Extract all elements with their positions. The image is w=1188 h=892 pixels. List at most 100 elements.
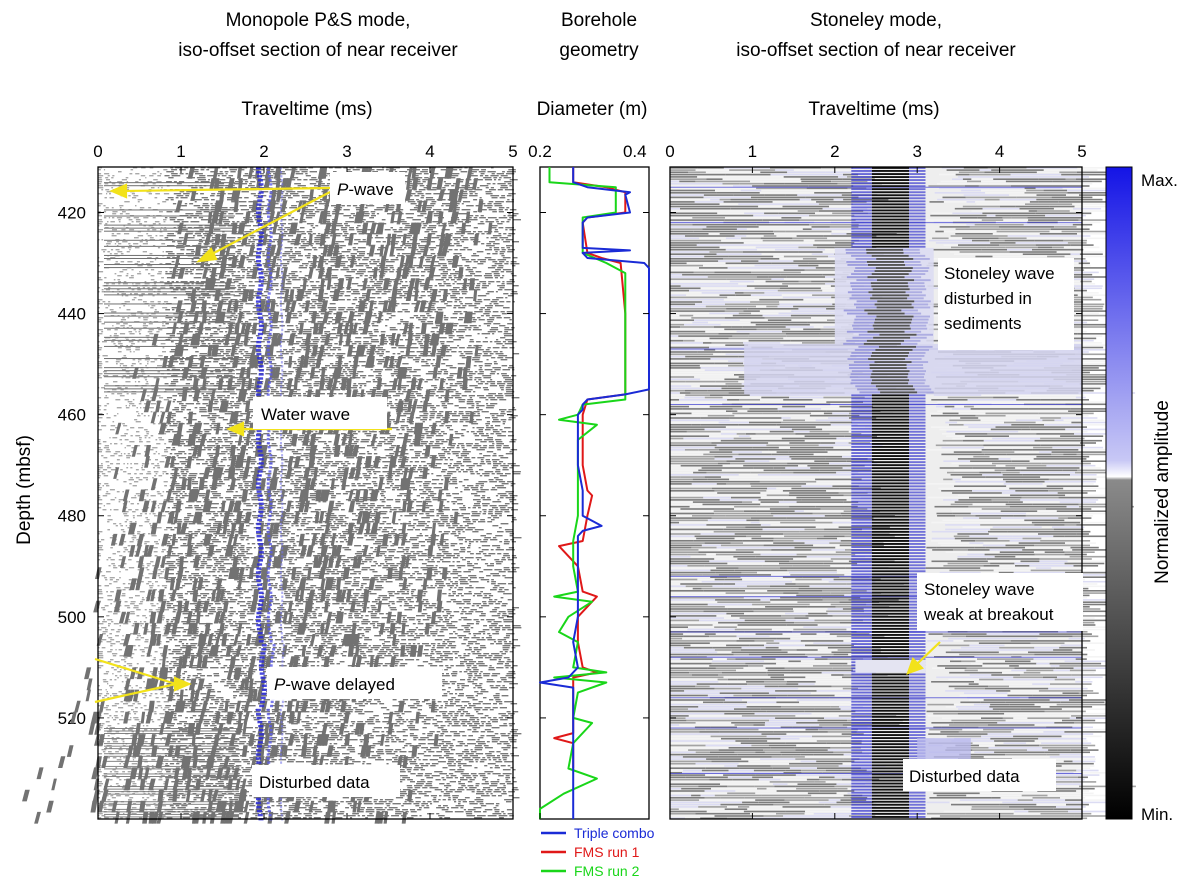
monopole-noise [334,343,338,345]
monopole-noise [246,277,255,279]
monopole-noise [451,175,459,177]
monopole-noise [415,339,419,341]
monopole-noise [151,187,155,189]
monopole-noise [300,455,309,457]
monopole-noise [114,345,118,347]
monopole-noise [293,395,296,397]
monopole-noise [357,285,366,287]
monopole-noise [128,195,131,197]
monopole-noise [439,457,446,459]
monopole-noise [253,195,260,197]
monopole-noise [511,291,518,293]
monopole-noise [264,333,271,335]
monopole-noise [479,447,487,449]
monopole-noise [169,351,178,353]
monopole-noise [422,335,426,337]
monopole-noise [122,211,126,213]
monopole-noise [479,281,487,283]
monopole-noise [140,387,143,389]
monopole-noise [442,265,447,267]
monopole-noise [180,197,188,199]
monopole-noise [256,433,262,435]
monopole-noise [229,247,236,249]
monopole-noise [151,463,155,465]
monopole-noise [355,265,364,267]
monopole-noise [414,195,420,197]
monopole-noise [377,289,386,291]
monopole-noise [145,177,147,179]
monopole-noise [172,203,177,205]
monopole-noise [263,273,268,275]
monopole-noise [285,437,289,439]
monopole-noise [225,363,231,365]
monopole-noise [420,443,427,445]
monopole-noise [229,319,237,321]
monopole-noise [253,291,262,293]
monopole-noise [415,191,422,193]
monopole-noise [473,411,480,413]
monopole-noise [512,265,516,267]
monopole-noise [276,351,284,353]
monopole-noise [441,449,447,451]
monopole-noise [476,407,480,409]
monopole-noise [347,463,351,465]
monopole-noise [461,429,466,431]
monopole-noise [371,339,379,341]
monopole-noise [280,291,289,293]
monopole-noise [222,419,228,421]
monopole-noise [311,305,316,307]
monopole-noise [485,273,492,275]
monopole-noise [311,339,320,341]
monopole-noise [400,351,404,353]
monopole-noise [485,219,488,221]
monopole-noise [221,459,227,461]
monopole-noise [113,415,117,417]
monopole-noise [383,205,386,207]
monopole-noise [419,185,425,187]
monopole-noise [431,237,440,239]
monopole-noise [505,239,513,241]
monopole-noise [344,233,349,235]
monopole-noise [510,465,520,467]
monopole-noise [315,281,320,283]
monopole-noise [248,399,257,401]
monopole-noise [504,331,509,333]
monopole-noise [162,251,164,253]
monopole-noise [387,213,393,215]
monopole-noise [421,461,426,463]
monopole-noise [485,187,489,189]
monopole-noise [204,365,210,367]
monopole-noise [330,431,336,433]
monopole-panel [22,166,522,824]
monopole-noise [262,239,272,241]
monopole-noise [423,413,429,415]
monopole-noise [114,443,118,445]
monopole-noise [142,287,145,289]
monopole-noise [260,341,265,343]
monopole-noise [332,213,337,215]
monopole-noise [107,175,110,177]
monopole-noise [98,465,103,467]
monopole-noise [147,331,153,333]
monopole-noise [247,337,253,339]
monopole-noise [301,355,305,357]
monopole-noise [320,275,330,277]
monopole-noise [394,171,398,173]
monopole-noise [214,439,222,441]
monopole-noise [488,259,496,261]
monopole-noise [431,445,440,447]
monopole-noise [237,305,243,307]
monopole-noise [324,331,331,333]
monopole-noise [194,201,197,203]
monopole-noise [188,449,195,451]
monopole-noise [456,231,464,233]
monopole-noise [359,453,366,455]
monopole-noise [301,447,304,449]
monopole-noise [123,327,125,329]
monopole-noise [484,311,491,313]
monopole-noise [487,347,491,349]
monopole-noise [486,237,489,239]
monopole-noise [127,189,129,191]
monopole-noise [490,175,499,177]
monopole-noise [469,237,479,239]
